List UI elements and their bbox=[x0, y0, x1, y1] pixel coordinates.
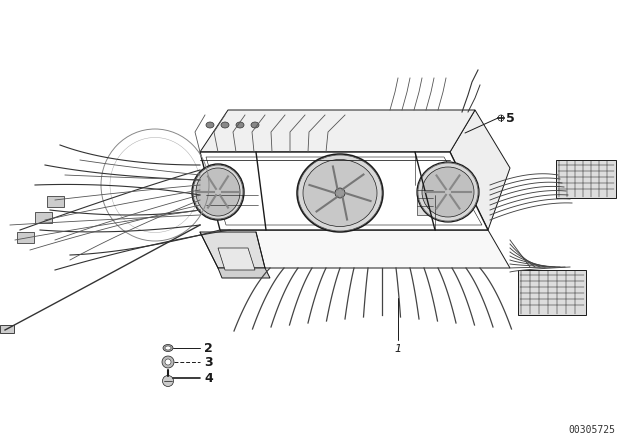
Polygon shape bbox=[450, 110, 510, 230]
Circle shape bbox=[165, 359, 171, 365]
Circle shape bbox=[335, 188, 345, 198]
Text: 00305725: 00305725 bbox=[568, 425, 615, 435]
Text: 5: 5 bbox=[506, 112, 515, 125]
Circle shape bbox=[162, 356, 174, 368]
Ellipse shape bbox=[422, 167, 474, 217]
Circle shape bbox=[163, 375, 173, 387]
Ellipse shape bbox=[221, 122, 229, 128]
FancyBboxPatch shape bbox=[0, 325, 14, 333]
Text: 3: 3 bbox=[204, 356, 212, 369]
Ellipse shape bbox=[192, 164, 244, 220]
FancyBboxPatch shape bbox=[518, 270, 586, 315]
FancyBboxPatch shape bbox=[17, 233, 33, 244]
Polygon shape bbox=[200, 110, 475, 152]
Polygon shape bbox=[220, 230, 510, 268]
FancyBboxPatch shape bbox=[47, 197, 63, 207]
Polygon shape bbox=[200, 152, 488, 230]
Text: 2: 2 bbox=[204, 341, 212, 354]
Text: 1: 1 bbox=[394, 344, 401, 354]
Ellipse shape bbox=[206, 122, 214, 128]
Ellipse shape bbox=[251, 122, 259, 128]
Text: 4: 4 bbox=[204, 371, 212, 384]
Polygon shape bbox=[218, 268, 270, 278]
Polygon shape bbox=[200, 232, 265, 268]
Ellipse shape bbox=[303, 159, 377, 227]
Ellipse shape bbox=[165, 346, 171, 350]
Ellipse shape bbox=[236, 122, 244, 128]
Ellipse shape bbox=[297, 154, 383, 232]
Ellipse shape bbox=[196, 168, 240, 216]
FancyBboxPatch shape bbox=[35, 212, 51, 224]
Ellipse shape bbox=[163, 345, 173, 352]
Polygon shape bbox=[417, 185, 433, 215]
Polygon shape bbox=[218, 248, 255, 270]
FancyBboxPatch shape bbox=[556, 160, 616, 198]
Ellipse shape bbox=[417, 162, 479, 222]
